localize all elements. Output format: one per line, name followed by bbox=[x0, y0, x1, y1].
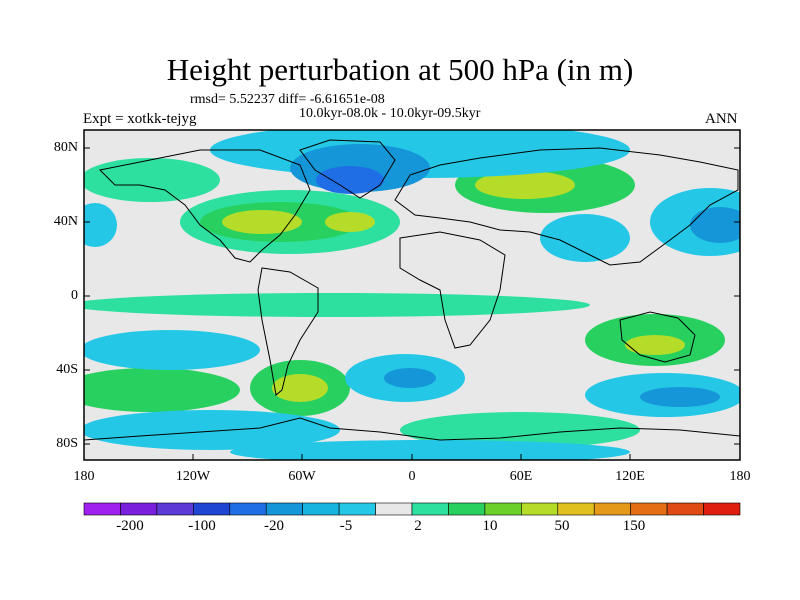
colorbar-swatch bbox=[375, 502, 413, 516]
lat-label: 40N bbox=[53, 214, 78, 229]
colorbar-swatch bbox=[593, 502, 631, 516]
experiment-label: Expt = xotkk-tejyg bbox=[83, 111, 197, 127]
colorbar-swatch bbox=[411, 502, 449, 516]
lon-label: 120W bbox=[175, 469, 211, 484]
lat-label: 80S bbox=[56, 436, 78, 451]
coastlines bbox=[83, 139, 741, 441]
colorbar-swatch bbox=[521, 502, 559, 516]
axis-ticks bbox=[84, 147, 740, 460]
anomaly-region bbox=[316, 166, 384, 194]
anomaly-region bbox=[325, 212, 375, 232]
colorbar-swatch bbox=[193, 502, 231, 516]
greenland-coast bbox=[299, 139, 396, 199]
anomaly-region bbox=[475, 171, 575, 199]
anomaly-region bbox=[384, 368, 436, 388]
colorbar-swatch bbox=[156, 502, 194, 516]
colorbar-label: -200 bbox=[116, 518, 144, 534]
colorbar-swatch bbox=[338, 502, 376, 516]
anomaly-region bbox=[640, 387, 720, 407]
colorbar-swatch bbox=[265, 502, 303, 516]
season-label: ANN bbox=[705, 111, 738, 127]
colorbar-swatch bbox=[666, 502, 704, 516]
colorbar-swatch bbox=[302, 502, 340, 516]
colorbar-swatch bbox=[630, 502, 668, 516]
anomaly-region bbox=[690, 207, 740, 243]
lon-label: 180 bbox=[73, 469, 95, 484]
lon-label: 60W bbox=[288, 469, 316, 484]
colorbar-swatch bbox=[448, 502, 486, 516]
colorbar-label: -100 bbox=[188, 518, 216, 534]
lon-label: 120E bbox=[615, 469, 645, 484]
anomaly-region bbox=[540, 214, 630, 262]
africa-coast bbox=[399, 231, 506, 349]
colorbar-label: -20 bbox=[264, 518, 284, 534]
colorbar-label: -5 bbox=[339, 518, 353, 534]
colorbar-label: 150 bbox=[622, 518, 646, 534]
colorbar-label: 10 bbox=[482, 518, 498, 534]
anomaly-region bbox=[272, 374, 328, 402]
chart-title: Height perturbation at 500 hPa (in m) bbox=[166, 52, 634, 87]
anomaly-region bbox=[84, 203, 117, 247]
colorbar-swatch bbox=[484, 502, 522, 516]
perturbation-field bbox=[84, 130, 740, 460]
colorbar-label: 50 bbox=[554, 518, 570, 534]
period-label: 10.0kyr-08.0k - 10.0kyr-09.5kyr bbox=[299, 106, 481, 121]
colorbar-swatch bbox=[83, 502, 121, 516]
stats-line: rmsd= 5.52237 diff= -6.61651e-08 bbox=[190, 92, 385, 107]
antarctica-coast bbox=[83, 417, 741, 441]
eurasia-coast bbox=[394, 147, 739, 266]
colorbar-swatch bbox=[557, 502, 595, 516]
colorbar bbox=[83, 502, 741, 516]
anomaly-region bbox=[84, 410, 340, 450]
anomaly-region bbox=[84, 368, 240, 412]
anomaly-region bbox=[625, 335, 685, 355]
colorbar-swatch bbox=[120, 502, 158, 516]
anomaly-region bbox=[84, 158, 220, 202]
lat-label: 80N bbox=[53, 140, 78, 155]
anomaly-region bbox=[84, 330, 260, 370]
colorbar-swatch bbox=[229, 502, 267, 516]
north-america-coast bbox=[98, 149, 311, 263]
lat-label: 40S bbox=[56, 362, 78, 377]
lon-label: 60E bbox=[509, 469, 533, 484]
colorbar-swatch bbox=[703, 502, 741, 516]
lon-label: 0 bbox=[408, 469, 416, 484]
anomaly-region bbox=[230, 440, 630, 460]
lat-label: 0 bbox=[71, 288, 78, 303]
anomaly-region bbox=[84, 293, 590, 317]
south-america-coast bbox=[257, 267, 319, 396]
australia-coast bbox=[619, 311, 696, 363]
colorbar-label: 2 bbox=[414, 518, 422, 534]
anomaly-region bbox=[222, 210, 302, 234]
lon-label: 180 bbox=[729, 469, 751, 484]
